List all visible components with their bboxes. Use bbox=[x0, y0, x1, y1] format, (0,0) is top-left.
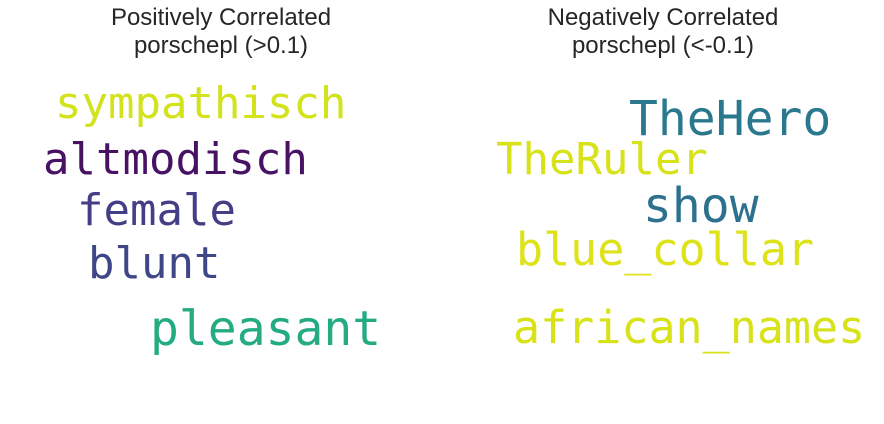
word-sympathisch: sympathisch bbox=[55, 78, 347, 129]
word-show: show bbox=[643, 178, 759, 234]
word-female: female bbox=[77, 185, 236, 236]
word-thehero: TheHero bbox=[629, 91, 832, 147]
wordcloud-negative: Negatively Correlated porschepl (<-0.1) … bbox=[442, 0, 884, 424]
wordcloud-positive: Positively Correlated porschepl (>0.1) s… bbox=[0, 4, 442, 357]
chart-title-positive: Positively Correlated porschepl (>0.1) bbox=[0, 4, 442, 60]
chart-title-negative: Negatively Correlated porschepl (<-0.1) bbox=[442, 4, 884, 60]
title-line-2: porschepl (<-0.1) bbox=[571, 32, 755, 59]
word-blunt: blunt bbox=[88, 238, 221, 289]
word-blue-collar: blue_collar bbox=[516, 223, 815, 276]
title-line-2: porschepl (>0.1) bbox=[133, 32, 309, 59]
word-pleasant: pleasant bbox=[150, 301, 382, 357]
word-altmodisch: altmodisch bbox=[43, 134, 308, 185]
word-theruler: TheRuler bbox=[496, 134, 708, 185]
title-line-1: Negatively Correlated bbox=[547, 4, 779, 31]
word-african-names: african_names bbox=[513, 301, 866, 354]
title-line-1: Positively Correlated bbox=[110, 4, 332, 31]
